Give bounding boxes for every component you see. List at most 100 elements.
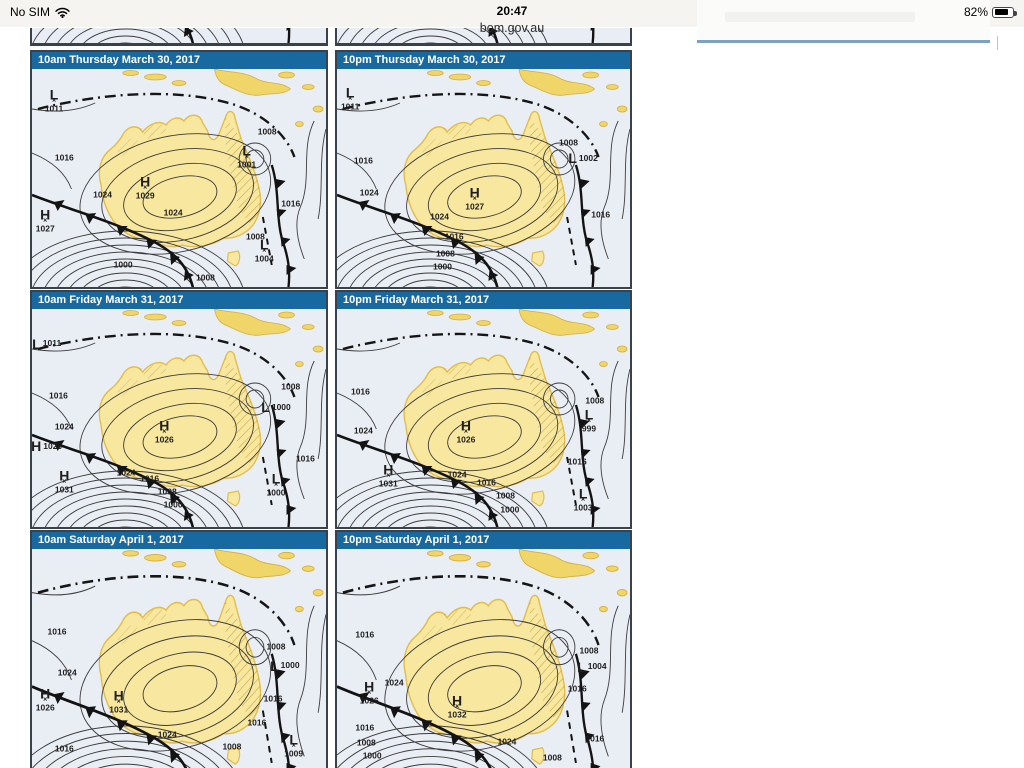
isobar-label: 1008 <box>245 231 265 242</box>
isobar-label: 1024 <box>116 467 136 478</box>
pressure-center-h: H × 1026 <box>456 417 476 445</box>
isobar-label: 1016 <box>54 152 74 163</box>
pressure-center-h: H × 1026 <box>359 678 379 706</box>
pressure-center-h: H × 1031 <box>109 687 129 715</box>
forecast-chart-panel: 10pm Saturday April 1, 2017 <box>335 530 632 768</box>
chart-title-bar: 10pm Friday March 31, 2017 <box>337 292 630 309</box>
chart-map-area: L × 1011 1016 H × 1029 1024 H × 1027 1024 1016 1008 L ×… <box>32 69 326 287</box>
chart-title-bar: 10am Saturday April 1, 2017 <box>32 532 326 549</box>
isobar-label: 1016 <box>567 683 587 694</box>
isobar-label: 1000 <box>163 499 183 510</box>
forecast-chart-panel: 10am Thursday March 30, 2017 <box>30 50 328 289</box>
pressure-center-l: L 1000 <box>270 657 300 674</box>
synoptic-map <box>32 69 326 287</box>
clock-label: 20:47 <box>496 4 528 18</box>
isobar-label: 1024 <box>93 189 113 200</box>
isobar-label: 1016 <box>585 733 605 744</box>
isobar-label: 1024 <box>359 187 379 198</box>
isobar-label: 1016 <box>47 626 67 637</box>
chart-title-bar: 10pm Thursday March 30, 2017 <box>337 52 630 69</box>
isobar-label: 1016 <box>476 477 496 488</box>
cutoff-chart-strip-right <box>335 28 632 46</box>
isobar-label: 1008 <box>281 382 301 393</box>
pressure-center-h: H × 1031 <box>378 461 398 489</box>
isobar-label: 1000 <box>113 259 133 270</box>
isobar-label: 1024 <box>54 421 74 432</box>
isobar-label: 1008 <box>356 737 376 748</box>
pressure-center-l: L 1011 <box>32 335 62 352</box>
isobar-label: 1008 <box>266 641 286 652</box>
forecast-chart-panel: 10pm Thursday March 30, 2017 <box>335 50 632 289</box>
pressure-center-h: H × 1027 <box>465 184 485 212</box>
isobar-label: 1016 <box>353 155 373 166</box>
synoptic-map <box>32 28 326 43</box>
isobar-label: 1016 <box>567 456 587 467</box>
pressure-center-h: H × 1032 <box>447 692 467 720</box>
synoptic-map <box>337 69 630 287</box>
isobar-label: 1008 <box>542 752 562 763</box>
pressure-center-l: L × 1003 <box>573 485 593 513</box>
isobar-label: 1016 <box>295 453 315 464</box>
carrier-label: No SIM <box>10 5 51 19</box>
chart-title-bar: 10pm Saturday April 1, 2017 <box>337 532 630 549</box>
isobar-label: 1008 <box>257 126 277 137</box>
isobar-label: 1000 <box>500 504 520 515</box>
synoptic-map <box>337 309 630 527</box>
pressure-center-h: H 1029 <box>32 438 63 455</box>
synoptic-map <box>337 28 630 43</box>
overlay-ghost-text <box>725 12 915 22</box>
pressure-center-l: L 1004 <box>577 658 607 675</box>
isobar-label: 1016 <box>355 629 375 640</box>
isobar-label: 1016 <box>54 743 74 754</box>
wifi-icon <box>55 7 70 18</box>
isobar-label: 1008 <box>195 272 215 283</box>
isobar-label: 1008 <box>579 645 599 656</box>
isobar-label: 1024 <box>163 207 183 218</box>
address-bar-url[interactable]: bom.gov.au <box>479 21 545 35</box>
pressure-center-h: H × 1029 <box>135 173 155 201</box>
synoptic-map <box>32 549 326 768</box>
carrier-group: No SIM <box>10 5 70 19</box>
isobar-label: 1008 <box>496 491 515 502</box>
isobar-label: 1008 <box>435 248 455 259</box>
isobar-label: 1024 <box>497 736 517 747</box>
pressure-center-l: L × 1001 <box>237 142 257 170</box>
synoptic-map <box>32 309 326 527</box>
battery-percent-label: 82% <box>963 5 988 19</box>
pressure-center-h: H × 1026 <box>35 685 55 713</box>
battery-group: 82% <box>963 5 1017 19</box>
isobar-label: 1024 <box>157 729 177 740</box>
pressure-center-l: L × 1009 <box>284 731 304 759</box>
panel-edge-line <box>997 36 998 50</box>
isobar-label: 1008 <box>585 395 605 406</box>
chart-map-area: 1016 1008 L 1000 1024 H × 1026 H × 1031 1016 1016 102… <box>32 549 326 768</box>
pressure-center-h: H × 1031 <box>54 467 74 495</box>
isobar-label: 1016 <box>48 390 68 401</box>
pressure-center-l: L × 1004 <box>254 236 274 264</box>
forecast-chart-panel: 10am Friday March 31, 2017 <box>30 290 328 529</box>
pressure-center-l: L × 1011 <box>340 84 360 112</box>
pressure-center-h: H × 1026 <box>154 417 174 445</box>
isobar-label: 1000 <box>362 750 382 761</box>
isobar-label: 1016 <box>355 722 375 733</box>
isobar-label: 1024 <box>353 425 373 436</box>
forecast-chart-panel: 10pm Friday March 31, 2017 <box>335 290 632 529</box>
overlay-panel <box>697 0 990 43</box>
isobar-label: 1016 <box>247 717 267 728</box>
isobar-label: 1008 <box>559 137 578 148</box>
battery-icon <box>992 6 1017 18</box>
isobar-label: 1008 <box>157 486 177 497</box>
pressure-center-l: L 1002 <box>568 150 598 167</box>
isobar-label: 1008 <box>222 741 242 752</box>
chart-map-area: 1016 1008 L 1004 H × 1026 1024 H × 1032 1016 1016 100… <box>337 549 630 768</box>
chart-title-bar: 10am Friday March 31, 2017 <box>32 292 326 309</box>
isobar-label: 1016 <box>281 198 301 209</box>
pressure-center-l: L × 1000 <box>266 470 286 498</box>
isobar-label: 1024 <box>57 667 77 678</box>
isobar-label: 1000 <box>433 261 452 272</box>
chart-map-area: 1016 1008 L × 999 H × 1026 1024 H × 1031 1024 1016 100… <box>337 309 630 527</box>
isobar-label: 1016 <box>591 209 611 220</box>
pressure-center-h: H × 1027 <box>35 206 55 234</box>
chart-map-area: L 1011 1016 1008 L 1000 H × 1026 1024 H 1029 H × 1031 1… <box>32 309 326 527</box>
isobar-label: 1016 <box>263 693 283 704</box>
